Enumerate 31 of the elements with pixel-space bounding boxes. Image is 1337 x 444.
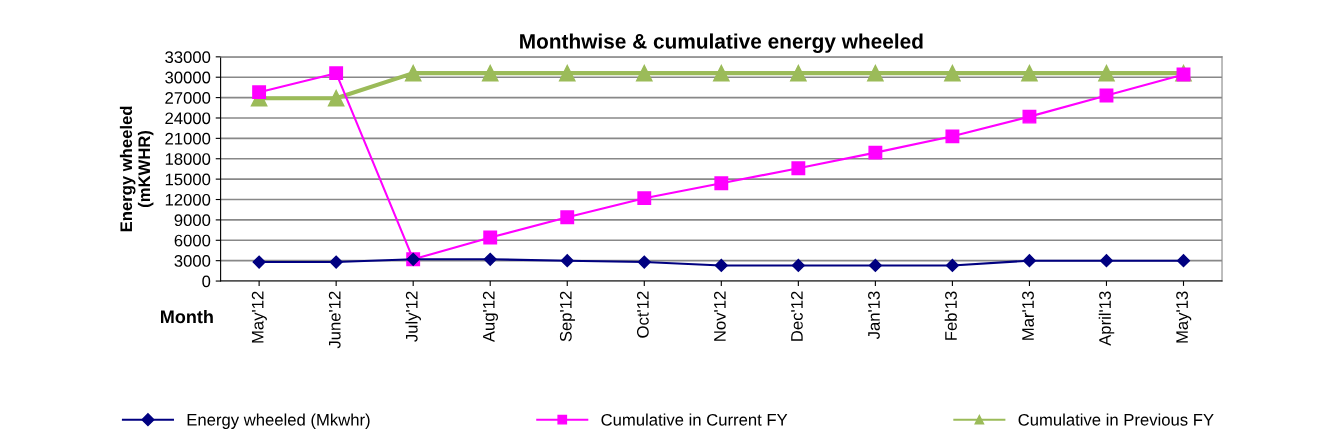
x-tick-label: Mar'13 xyxy=(1022,291,1034,340)
legend-label: Cumulative in Previous FY xyxy=(1018,413,1214,426)
y-tick-label: 21000 xyxy=(165,132,211,145)
y-tick-label: 24000 xyxy=(165,112,211,125)
x-tick-label: Oct'12 xyxy=(636,291,649,338)
y-tick-label: 30000 xyxy=(165,71,211,84)
y-tick-label: 27000 xyxy=(165,92,211,104)
y-tick-label: 33000 xyxy=(165,51,211,64)
x-tick-label: May'13 xyxy=(1176,291,1192,343)
y-tick-label: 18000 xyxy=(165,153,211,165)
x-tick-label: Nov'12 xyxy=(713,291,726,341)
y-tick-label: 0 xyxy=(202,275,211,288)
y-tick-label: 12000 xyxy=(165,193,211,206)
legend-label: Energy wheeled (Mkwhr) xyxy=(187,413,370,429)
x-axis-title: Month xyxy=(160,309,213,324)
y-tick-label: 15000 xyxy=(165,173,211,186)
y-tick-label: 3000 xyxy=(174,255,211,267)
x-tick-label: Dec'12 xyxy=(791,291,803,341)
x-tick-label: July'12 xyxy=(405,291,421,342)
x-tick-label: June'12 xyxy=(328,291,341,349)
x-tick-label: Aug'12 xyxy=(482,291,498,343)
x-tick-label: Feb'13 xyxy=(944,291,957,340)
y-tick-label: 6000 xyxy=(174,234,211,247)
x-tick-label: Jan'13 xyxy=(868,291,880,340)
legend-label: Cumulative in Current FY xyxy=(601,413,788,426)
y-tick-label: 9000 xyxy=(174,214,211,227)
x-tick-label: Sep'12 xyxy=(559,291,576,342)
x-tick-label: May'12 xyxy=(251,291,267,343)
chart-title: Monthwise & cumulative energy wheeled xyxy=(520,33,923,53)
y-axis-title: Energy wheeled (mKWHR) xyxy=(119,106,154,232)
x-tick-label: April'13 xyxy=(1098,291,1115,346)
